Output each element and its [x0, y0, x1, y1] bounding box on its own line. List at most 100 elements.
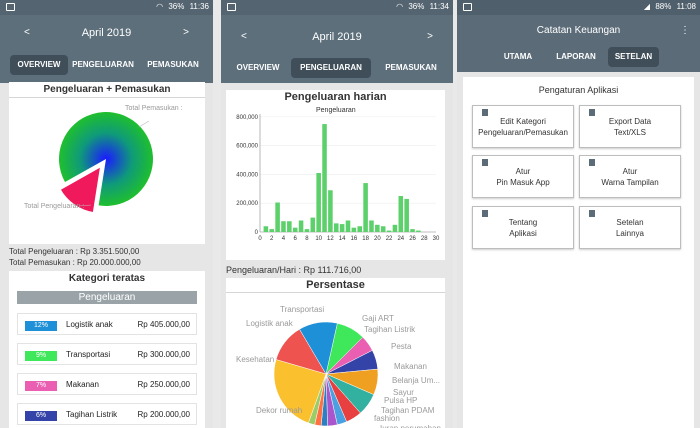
x-tick-label: 18 [362, 236, 369, 242]
overview-screen: ◠ 36% 11:36 < April 2019 > OVERVIEW PENG… [0, 0, 213, 428]
x-tick-label: 30 [433, 236, 440, 242]
x-tick-label: 0 [258, 236, 262, 242]
overflow-menu-icon[interactable]: ⋮ [680, 25, 690, 36]
kategori-title: Kategori teratas [68, 273, 146, 284]
x-tick-label: 24 [397, 236, 404, 242]
bar [386, 230, 392, 232]
x-tick-label: 28 [421, 236, 428, 242]
next-month-button[interactable]: > [183, 27, 189, 38]
summary-pie-chart [58, 111, 153, 214]
month-label: April 2019 [81, 27, 132, 39]
bar [298, 220, 304, 232]
persentase-title: Persentase [226, 278, 445, 293]
edit-kategori-button[interactable]: Edit Kategori Pengeluaran/Pemasukan [472, 105, 574, 148]
category-percent-badge: 7% [25, 381, 57, 391]
button-marker [482, 210, 488, 217]
tab-overview[interactable]: OVERVIEW [236, 63, 280, 72]
prev-month-button[interactable]: < [24, 27, 30, 38]
section-title: Pengaturan Aplikasi [538, 85, 619, 95]
settings-screen: ◢ 88% 11:08 Catatan Keuangan ⋮ UTAMA LAP… [457, 0, 700, 428]
bar [392, 224, 398, 232]
tab-pemasukan[interactable]: PEMASUKAN [147, 60, 199, 69]
pie-slice-label: Transportasi [280, 305, 325, 314]
tab-pemasukan[interactable]: PEMASUKAN [385, 63, 437, 72]
atur-warna-button[interactable]: Atur Warna Tampilan [579, 155, 681, 198]
daily-bar-chart: Pengeluaran 0 200,000 400,000 600,000 800,000… [236, 107, 440, 242]
y-tick-label: 800,000 [236, 115, 258, 121]
kategori-header: Pengeluaran [17, 291, 197, 304]
battery-level: 36% [168, 2, 185, 11]
tab-bar: OVERVIEW PENGELUARAN PEMASUKAN [0, 55, 213, 75]
tab-laporan[interactable]: LAPORAN [556, 52, 596, 61]
prev-month-button[interactable]: < [241, 31, 247, 42]
chart-title: Pengeluaran + Pemasukan [9, 82, 205, 98]
tab-bar: UTAMA LAPORAN SETELAN [457, 47, 700, 67]
bar [287, 221, 292, 232]
bar [322, 124, 327, 232]
button-marker [589, 159, 595, 166]
category-name: Tagihan Listrik [66, 410, 118, 419]
status-indicators: ◢ 88% 11:08 [641, 2, 696, 11]
category-amount: Rp 300.000,00 [137, 350, 191, 359]
total-pengeluaran: Total Pengeluaran : Rp 3.351.500,00 [9, 247, 140, 256]
pie-slice-label: Kesehatan [236, 355, 275, 364]
bar [357, 226, 363, 232]
tentang-aplikasi-button[interactable]: Tentang Aplikasi [472, 206, 574, 249]
bar [333, 223, 339, 232]
atur-pin-button[interactable]: Atur Pin Masuk App [472, 155, 574, 198]
pie-slice-label: Tagihan PDAM [381, 406, 435, 415]
bar [363, 183, 368, 232]
tab-utama[interactable]: UTAMA [503, 52, 533, 61]
leader-line [138, 120, 150, 128]
x-tick-label: 26 [409, 236, 416, 242]
pie-slice-label: Pesta [391, 342, 412, 351]
app-title: Catatan Keuangan [536, 25, 621, 36]
category-row[interactable]: 9% Transportasi Rp 300.000,00 [17, 343, 197, 365]
notification-icon [227, 3, 236, 11]
category-percent-badge: 12% [25, 321, 57, 331]
tab-pengeluaran[interactable]: PENGELUARAN [72, 60, 134, 69]
pie-slice-label: Makanan [394, 362, 427, 371]
settings-panel: Pengaturan Aplikasi Edit Kategori Pengelu… [463, 77, 694, 428]
setelan-lainnya-button[interactable]: Setelan Lainnya [579, 206, 681, 249]
app-bar: < April 2019 > OVERVIEW PENGELUARAN PEMA… [0, 15, 213, 83]
next-month-button[interactable]: > [427, 31, 433, 42]
app-bar: < April 2019 > OVERVIEW PENGELUARAN PEMA… [221, 15, 453, 83]
export-data-button[interactable]: Export Data Text/XLS [579, 105, 681, 148]
bar [380, 226, 386, 232]
category-row[interactable]: 6% Tagihan Listrik Rp 200.000,00 [17, 403, 197, 425]
x-tick-label: 6 [294, 236, 298, 242]
category-name: Makanan [66, 380, 99, 389]
bar [263, 226, 269, 232]
battery-level: 36% [408, 2, 425, 11]
clock: 11:34 [429, 2, 449, 11]
app-bar: Catatan Keuangan ⋮ UTAMA LAPORAN SETELAN [457, 15, 700, 72]
button-marker [589, 210, 595, 217]
status-indicators: ◠ 36% 11:36 [153, 2, 209, 11]
status-bar: ◢ 88% 11:08 [457, 0, 700, 15]
category-row[interactable]: 12% Logistik anak Rp 405.000,00 [17, 313, 197, 335]
pie-slice-label: Gaji ART [362, 314, 394, 323]
bar [275, 202, 280, 232]
tab-setelan[interactable]: SETELAN [608, 47, 659, 67]
pie-slice-label: Logistik anak [246, 319, 293, 328]
series-label: Pengeluaran [316, 107, 356, 114]
pengeluaran-screen: ◠ 36% 11:34 < April 2019 > OVERVIEW PENG… [221, 0, 453, 428]
category-name: Transportasi [66, 350, 111, 359]
status-bar: ◠ 36% 11:36 [0, 0, 213, 15]
tab-overview[interactable]: OVERVIEW [10, 55, 68, 75]
category-row[interactable]: 7% Makanan Rp 250.000,00 [17, 373, 197, 395]
tab-pengeluaran[interactable]: PENGELUARAN [291, 58, 371, 78]
category-amount: Rp 250.000,00 [137, 380, 191, 389]
bar [310, 217, 316, 232]
category-name: Logistik anak [66, 320, 113, 329]
y-tick-label: 600,000 [236, 144, 258, 150]
summary-chart-card: Pengeluaran + Pemasukan Total Pemasukan … [9, 82, 205, 244]
category-percent-badge: 9% [25, 351, 57, 361]
y-tick-label: 0 [255, 230, 259, 236]
month-selector: < April 2019 > [221, 31, 453, 45]
clock: 11:08 [676, 2, 696, 11]
category-amount: Rp 200.000,00 [137, 410, 191, 419]
pie-slice-label: Pulsa HP [384, 396, 418, 405]
button-label: Atur Warna Tampilan [601, 167, 659, 187]
